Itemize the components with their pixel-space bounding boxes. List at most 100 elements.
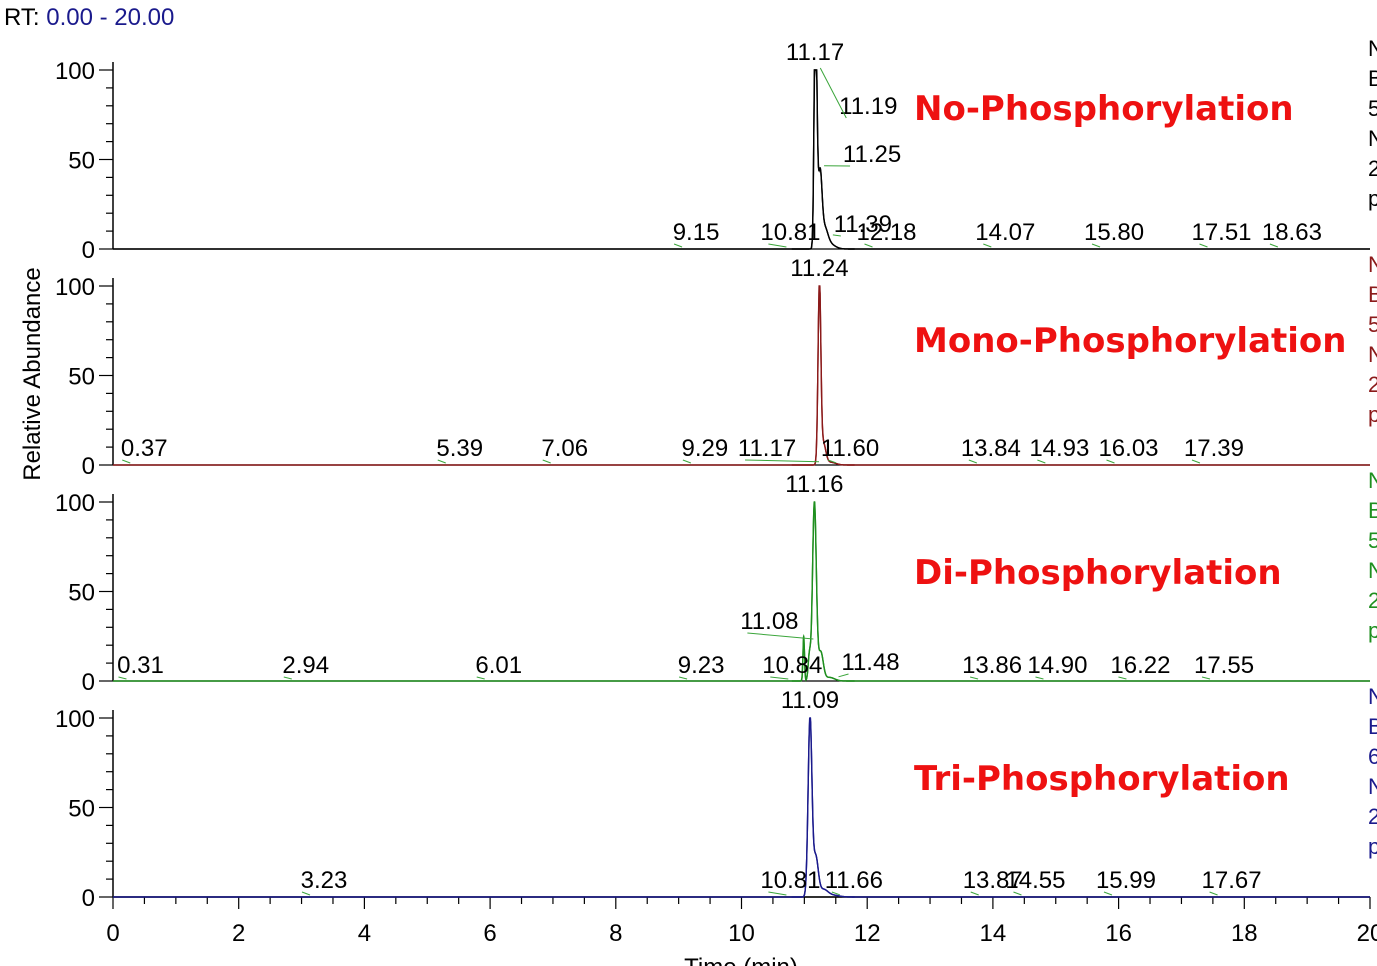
peak-leader-line — [1191, 459, 1201, 464]
peak-label: 11.48 — [841, 649, 899, 676]
side-info-letter: p — [1368, 186, 1377, 211]
y-tick-label: 50 — [68, 364, 95, 391]
peak-label: 11.66 — [825, 867, 883, 894]
peak-label: 17.51 — [1191, 219, 1251, 246]
peak-leader-line — [864, 243, 873, 248]
peak-label: 10.84 — [762, 652, 822, 679]
peak-leader-line — [1201, 676, 1211, 680]
peak-leader-line — [983, 243, 992, 248]
peak-leader-line — [831, 891, 840, 896]
x-tick-label: 10 — [728, 920, 755, 947]
peak-leader-line — [1199, 243, 1208, 248]
peak-label: 15.80 — [1084, 219, 1144, 246]
peak-label: 18.63 — [1262, 219, 1322, 246]
side-info-letter: 2 — [1368, 372, 1377, 397]
peak-leader-line — [1269, 243, 1279, 248]
peak-label: 17.55 — [1194, 652, 1254, 679]
peak-leader-line — [118, 676, 127, 680]
peak-label: 10.81 — [760, 219, 820, 246]
peak-leader-line — [745, 459, 820, 463]
peak-label: 11.08 — [740, 608, 798, 635]
peak-leader-line — [122, 459, 131, 464]
x-tick-label: 4 — [358, 920, 371, 947]
side-info-letter: N — [1368, 558, 1377, 583]
peak-label: 6.01 — [475, 652, 522, 679]
peak-leader-line — [1106, 459, 1115, 464]
peak-label: 14.90 — [1027, 652, 1087, 679]
x-tick-label: 8 — [609, 920, 622, 947]
y-tick-label: 100 — [55, 58, 95, 85]
y-tick-label: 0 — [82, 237, 95, 264]
peak-label: 13.84 — [961, 435, 1021, 462]
trace-line — [113, 501, 1370, 683]
rt-label: RT: — [4, 4, 40, 31]
x-tick-label: 6 — [483, 920, 496, 947]
peak-label: 11.17 — [738, 435, 796, 462]
side-info-letter: N — [1368, 684, 1377, 709]
trace-peak-detail — [791, 69, 855, 250]
peak-label: 12.18 — [856, 219, 916, 246]
apex-peak-label: 11.16 — [785, 471, 843, 498]
x-axis-title: Time (min) — [684, 954, 798, 966]
rt-range: 0.00 - 20.00 — [46, 4, 175, 31]
peak-leader-line — [970, 891, 979, 896]
peak-leader-line — [542, 459, 551, 464]
rt-header: RT: 0.00 - 20.00 — [4, 4, 174, 32]
peak-leader-line — [1209, 891, 1218, 896]
trace-line — [113, 69, 1370, 250]
x-tick-label: 16 — [1105, 920, 1132, 947]
side-info-letter: 5 — [1368, 528, 1377, 553]
apex-peak-label: 11.24 — [790, 255, 848, 282]
peak-label: 5.39 — [436, 435, 483, 462]
peak-label: 10.81 — [760, 867, 820, 894]
side-info-letter: N — [1368, 774, 1377, 799]
peak-label: 3.23 — [301, 867, 348, 894]
peak-label: 9.23 — [678, 652, 725, 679]
side-info-letter: B — [1368, 498, 1377, 523]
peak-leader-line — [768, 243, 787, 248]
peak-leader-line — [1037, 459, 1046, 464]
y-tick-label: 100 — [55, 274, 95, 301]
peak-leader-line — [1091, 243, 1101, 248]
peak-leader-line — [770, 676, 789, 680]
peak-leader-line — [1035, 676, 1044, 680]
peak-label: 2.94 — [282, 652, 329, 679]
side-info-letter: N — [1368, 468, 1377, 493]
peak-leader-line — [673, 243, 683, 248]
x-tick-label: 0 — [106, 920, 119, 947]
side-info-letter: 2 — [1368, 156, 1377, 181]
side-info-letter: 2 — [1368, 804, 1377, 829]
peak-leader-line — [301, 891, 311, 896]
y-tick-label: 100 — [55, 490, 95, 517]
peak-leader-line — [1118, 676, 1127, 680]
trace-line — [113, 285, 1370, 466]
y-tick-label: 0 — [82, 885, 95, 912]
side-info-letter: p — [1368, 618, 1377, 643]
peak-label: 16.22 — [1110, 652, 1170, 679]
side-info-letter: N — [1368, 342, 1377, 367]
y-tick-label: 100 — [55, 706, 95, 733]
apex-peak-label: 11.09 — [781, 687, 839, 714]
side-info-letter: B — [1368, 66, 1377, 91]
trace-line — [113, 717, 1370, 898]
x-tick-label: 14 — [980, 920, 1007, 947]
x-tick-label: 20 — [1357, 920, 1377, 947]
peak-label: 14.07 — [975, 219, 1035, 246]
peak-label: 17.67 — [1202, 867, 1262, 894]
peak-leader-line — [768, 891, 787, 896]
side-info-letter: 2 — [1368, 588, 1377, 613]
peak-leader-line — [747, 632, 814, 640]
peak-leader-line — [1013, 891, 1022, 896]
peak-leader-line — [819, 67, 847, 119]
peak-label: 17.39 — [1184, 435, 1244, 462]
x-tick-label: 18 — [1231, 920, 1258, 947]
x-tick-label: 12 — [854, 920, 881, 947]
trace-peak-detail — [791, 285, 855, 466]
panel-title: Di-Phosphorylation — [914, 553, 1282, 593]
peak-leader-line — [437, 459, 446, 464]
y-axis-title: Relative Abundance — [19, 267, 46, 481]
side-info-letter: p — [1368, 402, 1377, 427]
peak-label: 9.15 — [673, 219, 720, 246]
side-info-letter: 5 — [1368, 96, 1377, 121]
x-tick-label: 2 — [232, 920, 245, 947]
